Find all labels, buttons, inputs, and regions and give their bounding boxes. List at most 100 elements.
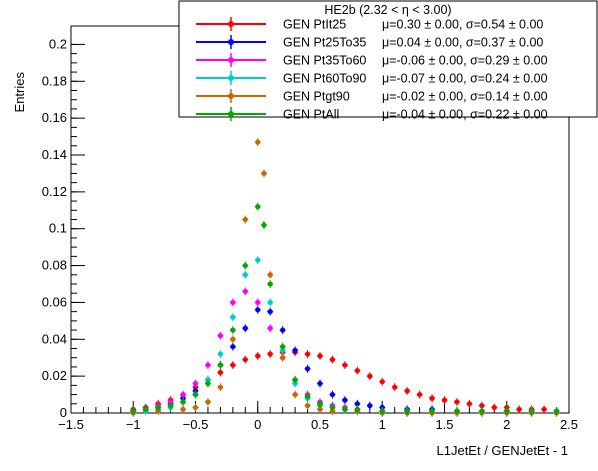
data-point [242, 287, 249, 296]
data-point [317, 351, 323, 360]
y-tick-label: 0 [60, 405, 67, 420]
data-point [503, 407, 510, 416]
x-tick-label: 1 [379, 417, 386, 432]
x-tick-label: 0 [254, 417, 261, 432]
data-point [341, 405, 348, 414]
legend-stats: μ=-0.06 ± 0.00, σ=0.29 ± 0.00 [382, 54, 548, 68]
data-point [204, 397, 211, 406]
data-point [366, 401, 373, 410]
y-tick-label: 0.16 [42, 110, 67, 125]
data-point [528, 407, 535, 416]
legend-label: GEN Pt60To90 [283, 72, 366, 86]
data-point [491, 403, 498, 412]
data-point [242, 324, 249, 333]
legend-entry: GEN PtAll μ=-0.04 ± 0.00, σ=0.22 ± 0.00 [196, 107, 548, 122]
x-tick-label: 0.5 [311, 417, 329, 432]
data-point [292, 390, 299, 399]
data-point [466, 399, 473, 408]
y-tick-label: 0.12 [42, 184, 67, 199]
legend-entries: GEN PtIt25 μ=0.30 ± 0.00, σ=0.54 ± 0.00 GE… [196, 17, 548, 122]
y-tick-labels: 0 0.02 0.04 0.06 0.08 0.1 0.12 0.14 0.16 0.18 0.2 [42, 36, 67, 420]
y-tick-label: 0.06 [42, 294, 67, 309]
data-point [242, 355, 249, 364]
legend-marker [228, 21, 234, 27]
data-point [254, 351, 261, 360]
data-point [478, 401, 485, 410]
data-point [292, 375, 299, 384]
data-point [366, 372, 373, 381]
legend-entry: GEN Pt60To90 μ=-0.07 ± 0.00, σ=0.24 ± 0.0… [196, 71, 548, 86]
y-tick-label: 0.18 [42, 73, 67, 88]
data-point [292, 346, 299, 355]
series-layer [130, 138, 560, 417]
legend-stats: μ=-0.07 ± 0.00, σ=0.24 ± 0.00 [382, 72, 548, 86]
data-point [217, 350, 224, 359]
data-point [217, 361, 224, 370]
legend-stats: μ=-0.04 ± 0.00, σ=0.22 ± 0.00 [382, 108, 548, 122]
data-point [379, 407, 386, 416]
legend-entry: GEN Pt35To60 μ=-0.06 ± 0.00, σ=0.29 ± 0.0… [196, 53, 548, 68]
legend-marker [228, 57, 234, 63]
data-point [267, 270, 274, 279]
x-tick-label: 2 [503, 417, 510, 432]
y-axis-title: Entries [12, 72, 27, 113]
legend-title: HE2b (2.32 < η < 3.00) [324, 3, 451, 17]
data-point [229, 335, 236, 344]
data-point [429, 407, 436, 416]
data-point [192, 403, 199, 412]
data-point [192, 390, 199, 399]
data-point [279, 326, 286, 335]
data-point [279, 342, 286, 351]
data-point [391, 383, 398, 392]
data-point [516, 405, 523, 414]
data-point [279, 353, 286, 362]
data-point [304, 364, 311, 373]
data-point [329, 403, 336, 412]
legend-marker [228, 93, 234, 99]
data-point [254, 256, 261, 265]
data-point [267, 280, 274, 288]
data-point [416, 390, 423, 399]
data-point [267, 307, 274, 316]
legend-label: GEN PtAll [283, 108, 339, 122]
data-point [254, 202, 261, 211]
data-point [229, 326, 236, 335]
x-tick-label: 1.5 [435, 417, 453, 432]
data-point [229, 298, 236, 307]
legend-label: GEN Pt25To35 [283, 36, 366, 50]
data-point [317, 399, 323, 408]
data-point [304, 401, 311, 410]
data-point [254, 298, 261, 307]
data-point [541, 405, 548, 414]
data-point [341, 396, 348, 405]
legend-entry: GEN Pt25To35 μ=0.04 ± 0.00, σ=0.37 ± 0.00 [196, 35, 543, 50]
data-point [553, 407, 560, 416]
data-point [260, 221, 267, 230]
data-point [229, 361, 236, 370]
x-axis-title: L1JetEt / GENJetEt - 1 [437, 443, 569, 458]
data-point [260, 169, 267, 178]
legend-entry: GEN Ptgt90 μ=-0.02 ± 0.00, σ=0.14 ± 0.00 [196, 89, 548, 104]
legend-entry: GEN PtIt25 μ=0.30 ± 0.00, σ=0.54 ± 0.00 [196, 17, 543, 32]
legend-label: GEN Ptgt90 [283, 90, 350, 104]
data-point [217, 368, 224, 377]
data-point [329, 355, 336, 364]
data-point [254, 305, 261, 314]
data-point [429, 394, 436, 403]
data-point [267, 298, 274, 307]
legend-label: GEN Pt35To60 [283, 54, 366, 68]
data-point [267, 350, 274, 359]
data-point [180, 397, 187, 406]
data-point [192, 379, 199, 388]
data-point [453, 407, 460, 416]
data-point [204, 361, 211, 370]
data-point [341, 361, 348, 370]
data-point [478, 407, 485, 416]
legend-stats: μ=0.30 ± 0.00, σ=0.54 ± 0.00 [382, 18, 543, 32]
legend: HE2b (2.32 < η < 3.00) GEN PtIt25 μ=0.30 … [178, 0, 598, 122]
data-point [254, 138, 261, 147]
y-tick-label: 0.04 [42, 331, 67, 346]
data-point [404, 407, 411, 416]
data-point [204, 379, 211, 388]
